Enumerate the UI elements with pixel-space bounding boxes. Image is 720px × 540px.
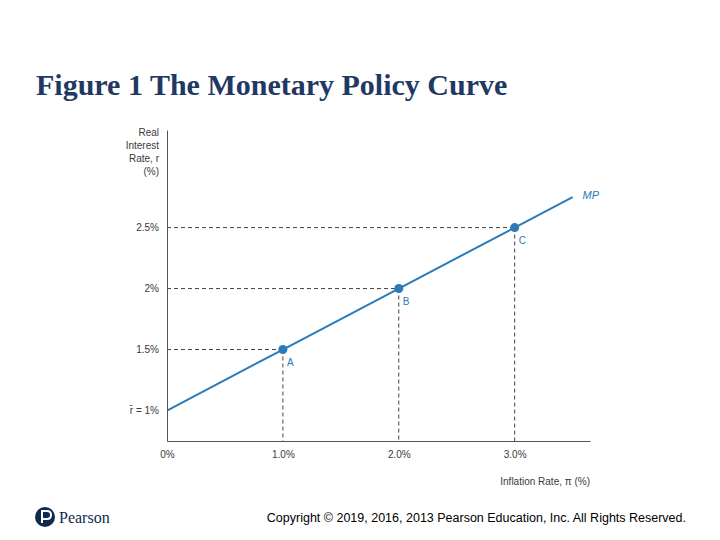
- tick-label: 2.5%: [136, 222, 159, 233]
- series-label: MP: [583, 189, 600, 201]
- tick: 1.5%: [136, 344, 167, 355]
- logo-glyph: [42, 511, 51, 523]
- guide-line: [514, 228, 515, 441]
- guide-line: [282, 350, 283, 441]
- copyright: Copyright © 2019, 2016, 2013 Pearson Edu…: [267, 511, 686, 525]
- logo: Pearson: [35, 507, 110, 527]
- x-axis-title: Inflation Rate, π (%): [500, 476, 590, 487]
- tick: 3.0%: [504, 441, 527, 460]
- guide-line: [167, 288, 399, 289]
- y-axis-line: [167, 131, 168, 442]
- tick-label: 0%: [160, 449, 175, 460]
- point-label: B: [403, 296, 410, 307]
- tick-label: 2%: [145, 283, 160, 294]
- guide-line: [167, 349, 283, 350]
- x-axis: 0% 1.0% 2.0% 3.0%: [160, 441, 590, 460]
- series-line: [167, 197, 573, 410]
- tick: 2.0%: [388, 441, 411, 460]
- tick: 2%: [145, 283, 167, 294]
- tick-label: 1.5%: [136, 344, 159, 355]
- tick-label: 2.0%: [388, 449, 411, 460]
- guide-line: [398, 289, 399, 441]
- tick-label: 3.0%: [504, 449, 527, 460]
- tick: 0%: [160, 441, 175, 460]
- slide: Figure 1 The Monetary Policy Curve MP A B Cr…: [0, 0, 720, 540]
- point: [510, 223, 519, 232]
- y-axis: r̄ = 1% 1.5% 2% 2.5%: [129, 131, 168, 442]
- plot-area: [167, 197, 573, 441]
- tick-label: 1.0%: [272, 449, 295, 460]
- x-axis-line: [168, 441, 591, 442]
- tick: r̄ = 1%: [129, 405, 167, 417]
- point-label: A: [287, 357, 294, 368]
- y-axis-title: RealInterestRate, r(%): [126, 127, 160, 177]
- tick: 2.5%: [136, 222, 167, 233]
- tick: 1.0%: [272, 441, 295, 460]
- point: [278, 345, 287, 354]
- guide-line: [167, 227, 515, 228]
- tick-label: r̄ = 1%: [129, 405, 159, 417]
- point-label: C: [519, 235, 526, 246]
- point: [394, 284, 403, 293]
- logo-icon: [35, 507, 55, 527]
- logo-text: Pearson: [59, 509, 110, 526]
- title: Figure 1 The Monetary Policy Curve: [36, 68, 507, 101]
